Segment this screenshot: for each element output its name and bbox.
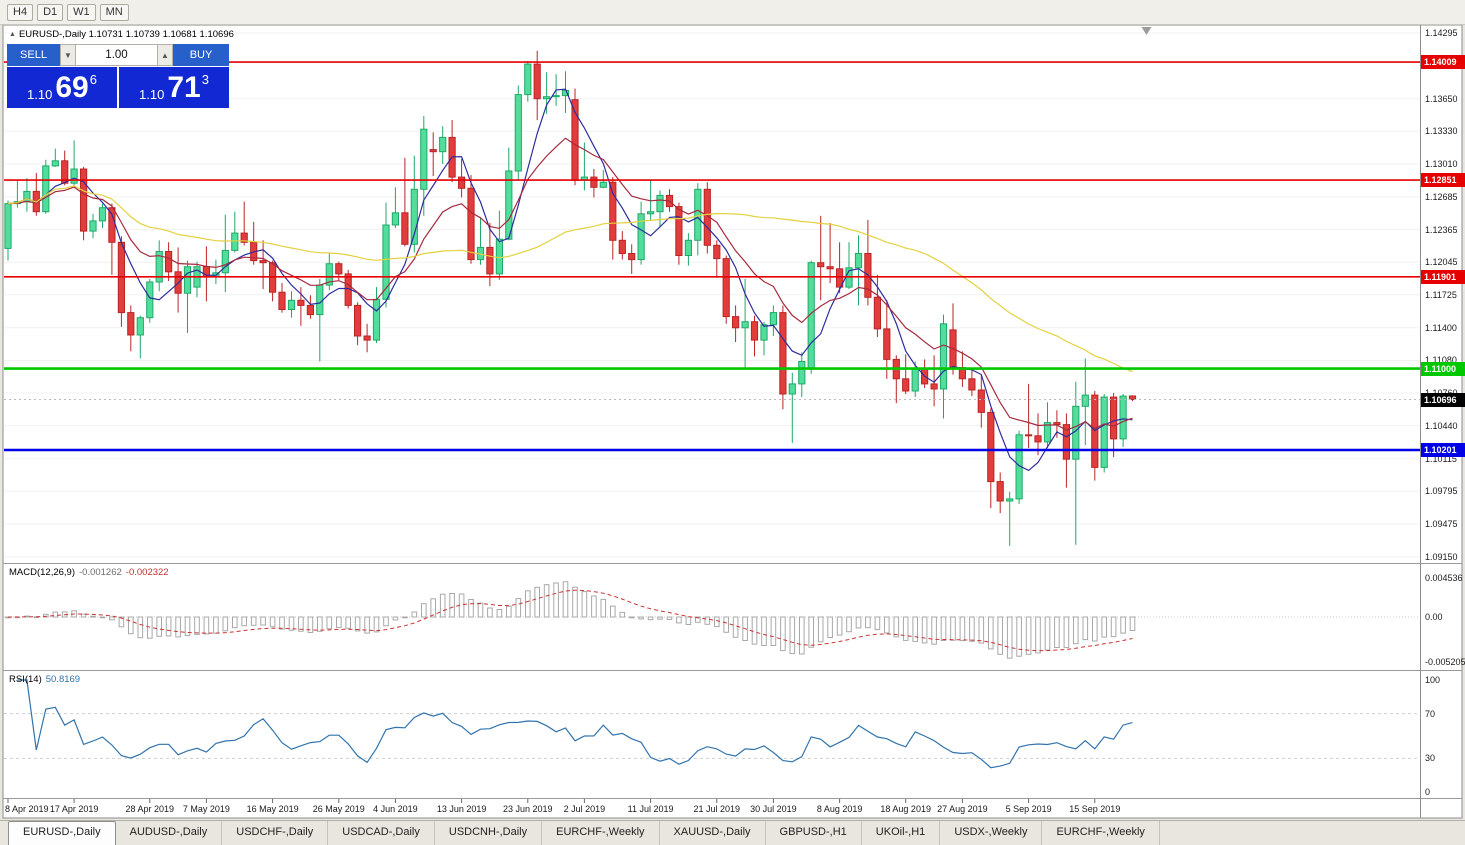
macd-name: MACD(12,26,9) — [9, 567, 75, 578]
lot-size-input[interactable] — [76, 44, 157, 66]
rsi-value: 50.8169 — [45, 674, 81, 685]
rsi-indicator — [4, 679, 1420, 769]
chart-shift-marker[interactable] — [1141, 27, 1152, 35]
chart-tab-ukoil-h1[interactable]: UKOil-,H1 — [862, 821, 941, 845]
trade-prices-row: 1.10 69 6 1.10 71 3 — [7, 67, 229, 108]
sell-price-panel[interactable]: 1.10 69 6 — [7, 67, 117, 108]
ask-price-pip: 3 — [201, 72, 209, 87]
lot-increase-button[interactable]: ▲ — [157, 44, 173, 66]
timeframe-toolbar: H4 D1 W1 MN — [0, 0, 1465, 25]
chart-tab-xauusd-daily[interactable]: XAUUSD-,Daily — [660, 821, 766, 845]
chart-tab-gbpusd-h1[interactable]: GBPUSD-,H1 — [766, 821, 862, 845]
ask-price-big: 71 — [167, 71, 201, 104]
chevron-up-icon: ▲ — [161, 50, 169, 60]
macd-label: MACD(12,26,9) -0.001262 -0.002322 — [9, 567, 169, 578]
chart-tab-eurchf-weekly[interactable]: EURCHF-,Weekly — [1042, 821, 1160, 845]
buy-button[interactable]: BUY — [173, 44, 229, 66]
lot-decrease-button[interactable]: ▼ — [60, 44, 76, 66]
chart-ohlc-header: ▲ EURUSD-,Daily 1.10731 1.10739 1.10681 1… — [9, 29, 234, 40]
timeframe-d1-button[interactable]: D1 — [37, 3, 64, 21]
chart-tab-eurusd-daily[interactable]: EURUSD-,Daily — [8, 821, 116, 845]
macd-main-value: -0.001262 — [79, 567, 122, 578]
chart-tabs-bar: EURUSD-,Daily AUDUSD-,Daily USDCHF-,Daily U… — [0, 820, 1465, 845]
bid-price-big: 69 — [55, 71, 89, 104]
chart-tab-usdcnh-daily[interactable]: USDCNH-,Daily — [435, 821, 543, 845]
chart-tab-usdx-weekly[interactable]: USDX-,Weekly — [940, 821, 1043, 845]
chart-header-text: EURUSD-,Daily 1.10731 1.10739 1.10681 1.… — [18, 29, 234, 40]
price-grid — [4, 32, 1420, 558]
ask-price-prefix: 1.10 — [139, 87, 165, 102]
moving-averages — [7, 88, 1133, 472]
timeframe-h4-button[interactable]: H4 — [7, 3, 34, 21]
chart-tab-audusd-daily[interactable]: AUDUSD-,Daily — [116, 821, 223, 845]
sell-button[interactable]: SELL — [7, 44, 60, 66]
rsi-label: RSI(14) 50.8169 — [9, 674, 80, 685]
macd-signal-value: -0.002322 — [125, 567, 169, 578]
macd-indicator — [4, 581, 1420, 659]
bid-price-pip: 6 — [89, 72, 97, 87]
trade-controls-row: SELL ▼ ▲ BUY — [7, 44, 229, 66]
timeframe-w1-button[interactable]: W1 — [67, 3, 96, 21]
buy-price-panel[interactable]: 1.10 71 3 — [119, 67, 229, 108]
chevron-down-icon: ▼ — [64, 50, 72, 60]
chart-expand-icon[interactable]: ▲ — [9, 31, 16, 38]
rsi-name: RSI(14) — [9, 674, 42, 685]
chart-tab-eurchf-weekly[interactable]: EURCHF-,Weekly — [542, 821, 660, 845]
chart-tab-usdcad-daily[interactable]: USDCAD-,Daily — [328, 821, 435, 845]
bid-price-prefix: 1.10 — [27, 87, 53, 102]
timeframe-mn-button[interactable]: MN — [99, 3, 129, 21]
chart-tab-usdchf-daily[interactable]: USDCHF-,Daily — [222, 821, 329, 845]
